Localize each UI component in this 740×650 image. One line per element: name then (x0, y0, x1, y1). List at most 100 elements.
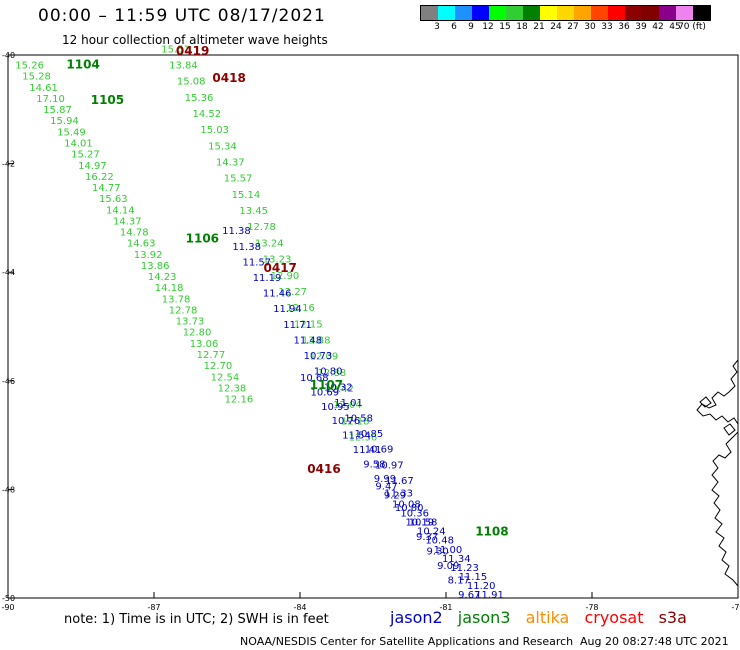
swh-value: 14.23 (148, 272, 177, 283)
mission-legend: jason2 jason3 altika cryosat s3a (390, 608, 697, 627)
swh-value: 10.69 (311, 387, 340, 398)
swh-value: 11.54 (342, 431, 371, 442)
swh-value: 14.01 (64, 138, 93, 149)
swh-value: 8.17 (448, 576, 470, 587)
legend-swatch (506, 6, 523, 20)
mission-altika: altika (525, 608, 570, 627)
legend-color-bar (420, 5, 711, 21)
timestamp-text: Aug 20 08:27:48 UTC 2021 (580, 635, 729, 648)
legend-label: 24 (550, 22, 562, 32)
swh-value: 11.23 (450, 563, 479, 574)
swh-value: 12.36 (349, 433, 378, 444)
legend-swatch (608, 6, 625, 20)
pass-time-label: 1107 (310, 378, 343, 392)
swh-value: 15.36 (185, 93, 214, 104)
legend-label: 42 (652, 22, 664, 32)
pass-time-label: 0416 (307, 462, 340, 476)
swh-value: 10.24 (417, 527, 446, 538)
swh-value: 17.10 (36, 94, 65, 105)
swh-value: 12.27 (278, 287, 307, 298)
swh-value: 9.37 (416, 532, 438, 543)
coastline-island (699, 396, 736, 436)
swh-value: 15.57 (224, 174, 253, 185)
swh-value: 11.94 (273, 304, 302, 315)
swh-value: 11.48 (293, 335, 322, 346)
swh-value: 11.38 (232, 242, 261, 253)
lat-label: -42 (2, 160, 15, 169)
swh-value: 11.71 (283, 320, 312, 331)
swh-value: 13.06 (190, 339, 219, 350)
legend-label: 27 (567, 22, 579, 32)
swh-value: 15.14 (232, 190, 261, 201)
swh-value: 15.49 (57, 127, 86, 138)
legend-swatch (472, 6, 489, 20)
swh-value: 11.19 (253, 273, 282, 284)
mission-jason3: jason3 (457, 608, 511, 627)
swh-value: 12.16 (286, 303, 315, 314)
swh-value: 10.76 (332, 416, 361, 427)
legend-swatch (523, 6, 540, 20)
mission-cryosat: cryosat (584, 608, 644, 627)
swh-value: 11.33 (384, 489, 413, 500)
legend-label: 9 (468, 22, 474, 32)
swh-value: 10.85 (355, 429, 384, 440)
legend-label: 3 (434, 22, 440, 32)
swh-value: 9.58 (363, 460, 385, 471)
pass-time-label: 1106 (186, 231, 219, 245)
pass-time-label: 1105 (91, 93, 124, 107)
swh-value: 15.63 (99, 194, 128, 205)
swh-value: 10.32 (324, 382, 353, 393)
legend-swatch (421, 6, 438, 20)
map-title: 00:00 – 11:59 UTC 08/17/2021 (38, 6, 326, 26)
swh-value: 10.80 (395, 503, 424, 514)
swh-value: 13.24 (255, 238, 284, 249)
swh-value: 13.73 (176, 317, 205, 328)
legend-swatch (438, 6, 455, 20)
swh-value: 11.00 (434, 545, 463, 556)
swh-value: 13.88 (302, 335, 331, 346)
swh-value: 16.22 (85, 172, 114, 183)
swh-value: 10.69 (365, 445, 394, 456)
swh-value: 11.38 (222, 226, 251, 237)
swh-value: 9.67 (458, 590, 480, 601)
swh-value: 14.78 (120, 228, 149, 239)
lon-label: -90 (1, 603, 14, 612)
legend-label: 21 (533, 22, 545, 32)
swh-value: 15.28 (22, 72, 51, 83)
swh-value: 15.51 (161, 44, 190, 55)
legend-label: 70 (ft) (678, 22, 706, 32)
swh-value: 10.36 (400, 509, 429, 520)
swh-value: 10.58 (409, 518, 438, 529)
swh-value: 11.46 (263, 289, 292, 300)
pass-time-label: 1104 (66, 58, 99, 72)
lat-label: -46 (2, 377, 15, 386)
lat-label: -44 (2, 268, 15, 277)
lat-label: -50 (2, 594, 15, 603)
swh-value: 15.34 (208, 141, 237, 152)
swh-value: 13.84 (169, 60, 198, 71)
swh-value: 10.73 (304, 351, 333, 362)
map-frame (7, 54, 739, 599)
swh-value: 11.91 (475, 590, 504, 601)
swh-value: 11.20 (467, 581, 496, 592)
swh-value: 13.23 (263, 255, 292, 266)
legend-label: 18 (516, 22, 528, 32)
swh-value: 14.14 (106, 205, 135, 216)
lon-label: -84 (293, 603, 306, 612)
swh-value: 12.16 (225, 395, 254, 406)
legend-labels: 3 6 9 12 15 18 21 24 27 30 33 36 39 42 45 70 (ft) (420, 21, 711, 35)
swh-value: 12.04 (333, 400, 362, 411)
swh-value: 13.45 (239, 206, 268, 217)
time-labels: 0419 1104 0418 1105 1106 0417 1107 0416 1108 (66, 44, 508, 539)
legend-swatch (591, 6, 608, 20)
swh-value: 11.67 (385, 476, 414, 487)
lat-label: -48 (2, 485, 15, 494)
swh-value: 10.68 (300, 373, 329, 384)
swh-value: 12.88 (317, 368, 346, 379)
swh-value: 15.08 (177, 77, 206, 88)
swh-value: 10.58 (344, 414, 373, 425)
swh-value: 15.94 (50, 116, 79, 127)
lon-label: -87 (147, 603, 160, 612)
swh-value: 12.38 (218, 383, 247, 394)
